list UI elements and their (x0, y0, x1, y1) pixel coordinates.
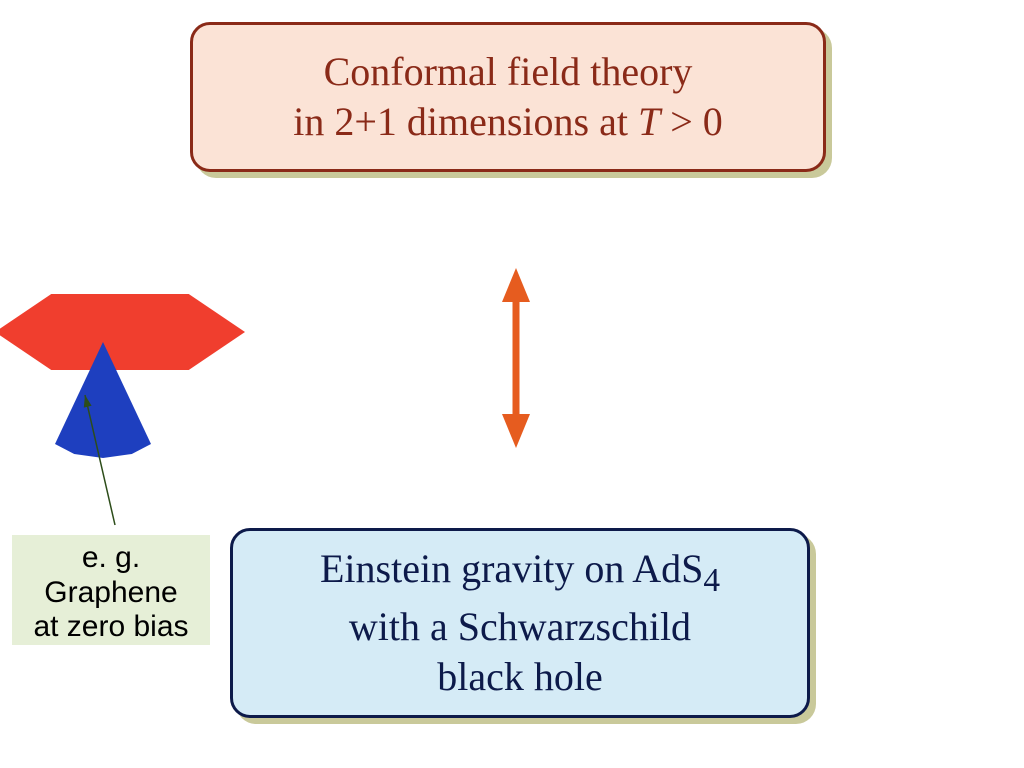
graphene-label-line1: e. g. (16, 541, 206, 576)
cft-box: Conformal field theory in 2+1 dimensions… (190, 22, 826, 172)
correspondence-arrow (502, 268, 530, 448)
graphene-pointer-arrow (84, 395, 115, 525)
gravity-line3: black hole (437, 652, 603, 702)
graphene-label-line3: at zero bias (16, 610, 206, 645)
cft-line1: Conformal field theory (324, 47, 693, 97)
cft-line2: in 2+1 dimensions at T > 0 (293, 97, 723, 147)
gravity-line1: Einstein gravity on AdS4 (320, 544, 720, 602)
graphene-label-line2: Graphene (16, 576, 206, 611)
graphene-cone (55, 342, 151, 458)
gravity-line2: with a Schwarzschild (349, 602, 691, 652)
graphene-hexagon (0, 294, 245, 370)
graphene-label: e. g. Graphene at zero bias (12, 535, 210, 645)
gravity-box: Einstein gravity on AdS4 with a Schwarzs… (230, 528, 810, 718)
